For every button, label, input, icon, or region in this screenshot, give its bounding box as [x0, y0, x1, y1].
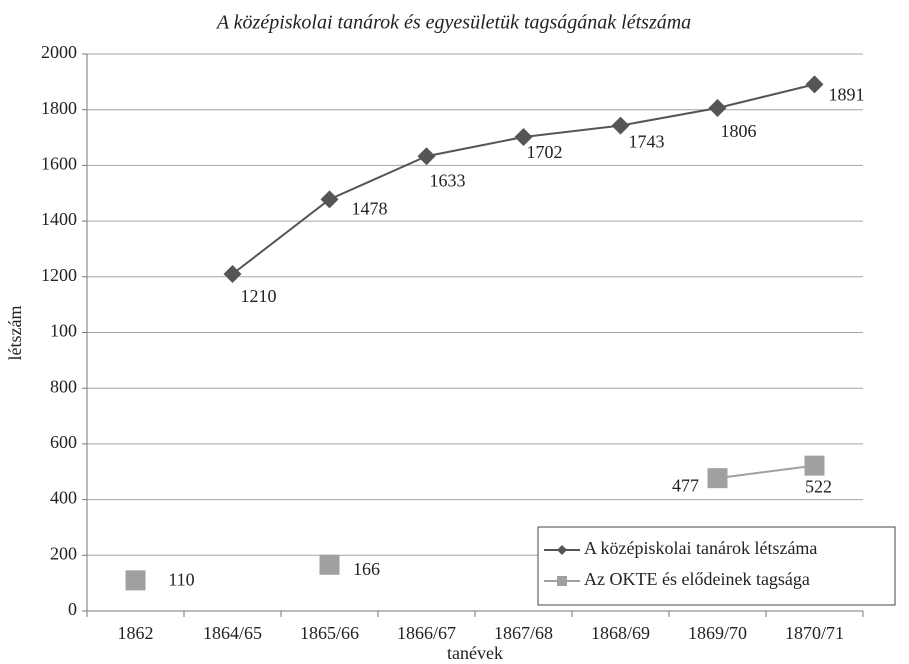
y-tick-label: 2000	[41, 42, 77, 62]
y-tick-label: 200	[50, 543, 77, 563]
data-label: 110	[168, 569, 194, 589]
marker	[125, 570, 146, 591]
chart-title: A középiskolai tanárok és egyesületük ta…	[215, 12, 691, 34]
marker	[804, 455, 825, 476]
x-tick-label: 1868/69	[591, 623, 650, 643]
data-label: 1478	[352, 199, 388, 219]
data-label: 1702	[527, 142, 563, 162]
y-axis-title: létszám	[5, 306, 25, 361]
y-tick-label: 0	[68, 599, 77, 619]
y-tick-label: 600	[50, 432, 77, 452]
y-tick-label: 1400	[41, 209, 77, 229]
line	[231, 83, 815, 275]
marker	[805, 75, 824, 94]
y-tick-label: 1800	[41, 98, 77, 118]
marker	[557, 545, 567, 555]
data-label: 522	[805, 477, 832, 497]
data-label: 1743	[629, 132, 665, 152]
marker	[223, 265, 242, 284]
data-label: 1891	[829, 84, 865, 104]
marker	[320, 190, 339, 209]
marker	[707, 468, 728, 489]
x-tick-label: 1869/70	[688, 623, 747, 643]
x-tick-label: 1870/71	[785, 623, 844, 643]
data-label: 1806	[721, 121, 757, 141]
y-tick-label: 800	[50, 376, 77, 396]
x-tick-label: 1865/66	[300, 623, 359, 643]
data-label: 477	[672, 475, 699, 495]
data-label: 1633	[430, 170, 466, 190]
x-tick-label: 1864/65	[203, 623, 262, 643]
legend-label: A középiskolai tanárok létszáma	[584, 538, 817, 558]
data-label: 166	[353, 559, 380, 579]
x-tick-label: 1866/67	[397, 623, 456, 643]
y-tick-label: 1200	[41, 265, 77, 285]
legend-label: Az OKTE és elődeinek tagsága	[584, 569, 810, 589]
data-label: 1210	[241, 286, 277, 306]
legend: A középiskolai tanárok létszáma Az OKTE é…	[537, 526, 896, 606]
x-tick-label: 1867/68	[494, 623, 553, 643]
marker	[708, 99, 727, 118]
line	[717, 464, 815, 480]
y-tick-label: 1600	[41, 154, 77, 174]
marker	[417, 147, 436, 166]
marker	[611, 116, 630, 135]
marker	[319, 554, 340, 575]
marker	[514, 127, 533, 146]
x-tick-label: 1862	[118, 623, 154, 643]
x-axis-title: tanévek	[447, 643, 503, 663]
y-tick-label: 100	[50, 321, 77, 341]
y-tick-label: 400	[50, 488, 77, 508]
marker	[557, 576, 567, 586]
legend-box	[537, 526, 896, 606]
